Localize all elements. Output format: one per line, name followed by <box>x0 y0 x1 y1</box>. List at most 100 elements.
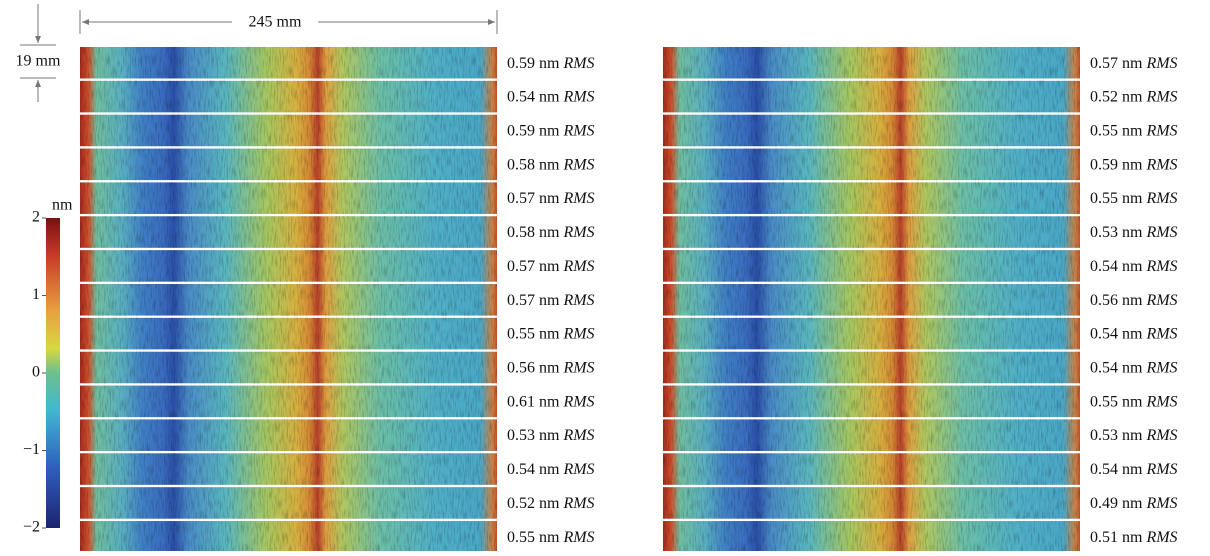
profile-noise <box>663 148 1080 181</box>
rms-value: 0.52 nm <box>1090 88 1143 105</box>
rms-value: 0.59 nm <box>507 54 560 71</box>
rms-unit: RMS <box>562 54 594 71</box>
profile-noise <box>663 284 1080 316</box>
colorbar-tick-label: 1 <box>32 286 40 303</box>
rms-value: 0.54 nm <box>1090 258 1143 275</box>
rms-unit: RMS <box>562 291 594 308</box>
rms-label: 0.54 nm RMS <box>507 88 595 105</box>
rms-label: 0.59 nm RMS <box>1090 156 1178 173</box>
rms-unit: RMS <box>1145 359 1177 376</box>
rms-value: 0.59 nm <box>507 122 560 139</box>
rms-label: 0.55 nm RMS <box>1090 122 1178 139</box>
rms-value: 0.58 nm <box>507 156 560 173</box>
width-dimension <box>20 4 56 102</box>
rms-unit: RMS <box>562 258 594 275</box>
rms-label: 0.51 nm RMS <box>1090 528 1178 545</box>
rms-label: 0.58 nm RMS <box>507 224 595 241</box>
rms-value: 0.55 nm <box>507 528 560 545</box>
colorbar-tick-label: −1 <box>23 441 40 458</box>
rms-value: 0.56 nm <box>1090 291 1143 308</box>
profile-noise <box>663 80 1080 113</box>
rms-unit: RMS <box>1145 54 1177 71</box>
rms-value: 0.53 nm <box>507 427 560 444</box>
rms-value: 0.52 nm <box>507 495 560 512</box>
colorbar-tick-label: −2 <box>23 519 40 536</box>
profile-noise <box>80 216 497 248</box>
profile-noise <box>80 80 497 113</box>
rms-value: 0.49 nm <box>1090 495 1143 512</box>
rms-unit: RMS <box>562 359 594 376</box>
rms-value: 0.54 nm <box>507 461 560 478</box>
length-label: 245 mm <box>249 14 302 31</box>
rms-value: 0.53 nm <box>1090 427 1143 444</box>
profile-noise <box>663 250 1080 282</box>
rms-unit: RMS <box>562 461 594 478</box>
rms-unit: RMS <box>1145 122 1177 139</box>
rms-value: 0.57 nm <box>507 258 560 275</box>
rms-value: 0.61 nm <box>507 393 560 410</box>
rms-value: 0.59 nm <box>1090 156 1143 173</box>
rms-value: 0.54 nm <box>507 88 560 105</box>
rms-label: 0.54 nm RMS <box>1090 359 1178 376</box>
rms-unit: RMS <box>562 88 594 105</box>
profile-noise <box>80 250 497 282</box>
rms-label: 0.55 nm RMS <box>507 325 595 342</box>
rms-unit: RMS <box>1145 528 1177 545</box>
rms-value: 0.51 nm <box>1090 528 1143 545</box>
rms-value: 0.54 nm <box>1090 359 1143 376</box>
profile-noise <box>663 47 1080 79</box>
rms-value: 0.54 nm <box>1090 325 1143 342</box>
rms-value: 0.53 nm <box>1090 224 1143 241</box>
profile-noise <box>663 487 1080 519</box>
colorbar-tick-label: 0 <box>32 364 40 381</box>
profile-noise <box>663 182 1080 214</box>
rms-value: 0.56 nm <box>507 359 560 376</box>
profile-noise <box>80 487 497 519</box>
profile-noise <box>663 114 1080 147</box>
rms-unit: RMS <box>562 427 594 444</box>
rms-unit: RMS <box>1145 291 1177 308</box>
rms-unit: RMS <box>1145 427 1177 444</box>
rms-unit: RMS <box>562 325 594 342</box>
rms-unit: RMS <box>1145 393 1177 410</box>
rms-label: 0.54 nm RMS <box>1090 325 1178 342</box>
rms-value: 0.57 nm <box>507 190 560 207</box>
rms-label: 0.61 nm RMS <box>507 393 595 410</box>
rms-unit: RMS <box>562 528 594 545</box>
rms-unit: RMS <box>562 190 594 207</box>
rms-value: 0.57 nm <box>1090 54 1143 71</box>
rms-label: 0.57 nm RMS <box>1090 54 1178 71</box>
profile-noise <box>80 351 497 384</box>
rms-unit: RMS <box>562 224 594 241</box>
rms-value: 0.55 nm <box>1090 190 1143 207</box>
profile-noise <box>663 419 1080 451</box>
rms-unit: RMS <box>562 122 594 139</box>
rms-label: 0.59 nm RMS <box>507 54 595 71</box>
rms-label: 0.53 nm RMS <box>1090 427 1178 444</box>
rms-unit: RMS <box>562 393 594 410</box>
rms-label: 0.55 nm RMS <box>507 528 595 545</box>
rms-unit: RMS <box>1145 88 1177 105</box>
profile-noise <box>80 317 497 350</box>
rms-label: 0.56 nm RMS <box>507 359 595 376</box>
rms-label: 0.58 nm RMS <box>507 156 595 173</box>
profile-noise <box>80 114 497 147</box>
rms-label: 0.54 nm RMS <box>1090 258 1178 275</box>
rms-unit: RMS <box>562 495 594 512</box>
rms-label: 0.57 nm RMS <box>507 190 595 207</box>
rms-value: 0.58 nm <box>507 224 560 241</box>
rms-unit: RMS <box>1145 461 1177 478</box>
rms-unit: RMS <box>1145 156 1177 173</box>
rms-unit: RMS <box>562 156 594 173</box>
rms-unit: RMS <box>1145 190 1177 207</box>
rms-label: 0.53 nm RMS <box>507 427 595 444</box>
profile-noise <box>80 148 497 181</box>
rms-label: 0.52 nm RMS <box>1090 88 1178 105</box>
rms-label: 0.49 nm RMS <box>1090 495 1178 512</box>
rms-label: 0.59 nm RMS <box>507 122 595 139</box>
profile-noise <box>663 216 1080 248</box>
profile-noise <box>80 47 497 79</box>
rms-label: 0.57 nm RMS <box>507 258 595 275</box>
profile-noise <box>80 453 497 485</box>
